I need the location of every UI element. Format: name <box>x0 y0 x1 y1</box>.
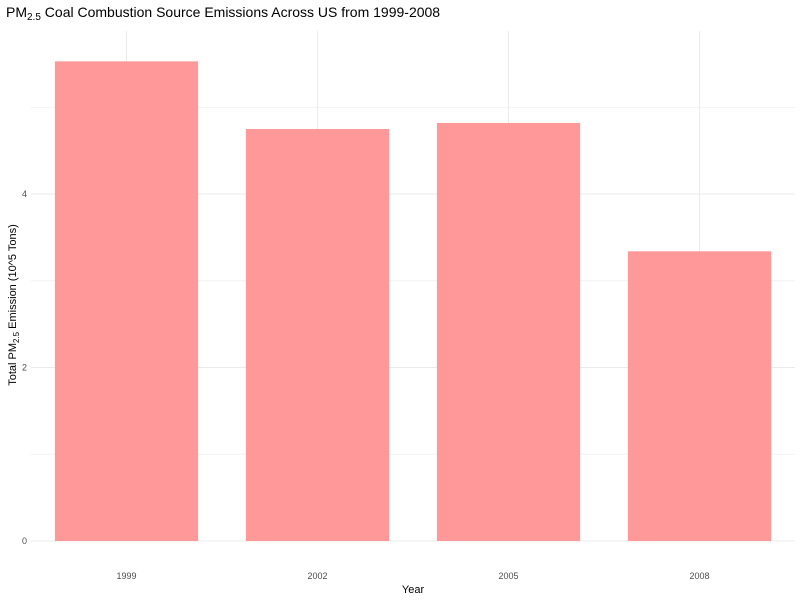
chart-title-suffix: Coal Combustion Source Emissions Across … <box>41 4 440 20</box>
x-tick-label: 2005 <box>498 571 518 581</box>
chart-title: PM2.5 Coal Combustion Source Emissions A… <box>6 4 440 23</box>
y-axis-title-prefix: Total PM <box>7 343 19 386</box>
x-axis-title: Year <box>402 584 425 596</box>
y-tick-label: 0 <box>22 536 27 546</box>
bar-1999 <box>54 61 199 541</box>
bar-2002 <box>245 129 390 542</box>
chart-title-prefix: PM <box>6 4 27 20</box>
bar-2008 <box>627 251 772 541</box>
x-axis-ticks: 1999 2002 2005 2008 <box>116 571 709 581</box>
y-axis-title-subscript: 2.5 <box>12 331 21 343</box>
y-axis-title-suffix: Emission (10^5 Tons) <box>7 224 19 332</box>
chart-title-subscript: 2.5 <box>27 12 41 23</box>
y-tick-label: 2 <box>22 363 27 373</box>
y-axis-title: Total PM2.5 Emission (10^5 Tons) <box>7 224 21 386</box>
x-tick-label: 1999 <box>116 571 136 581</box>
x-tick-label: 2002 <box>307 571 327 581</box>
bar-2005 <box>436 122 581 541</box>
x-tick-label: 2008 <box>689 571 709 581</box>
y-tick-label: 4 <box>22 189 27 199</box>
bars <box>54 61 772 542</box>
y-axis-ticks: 0 2 4 <box>22 189 27 546</box>
